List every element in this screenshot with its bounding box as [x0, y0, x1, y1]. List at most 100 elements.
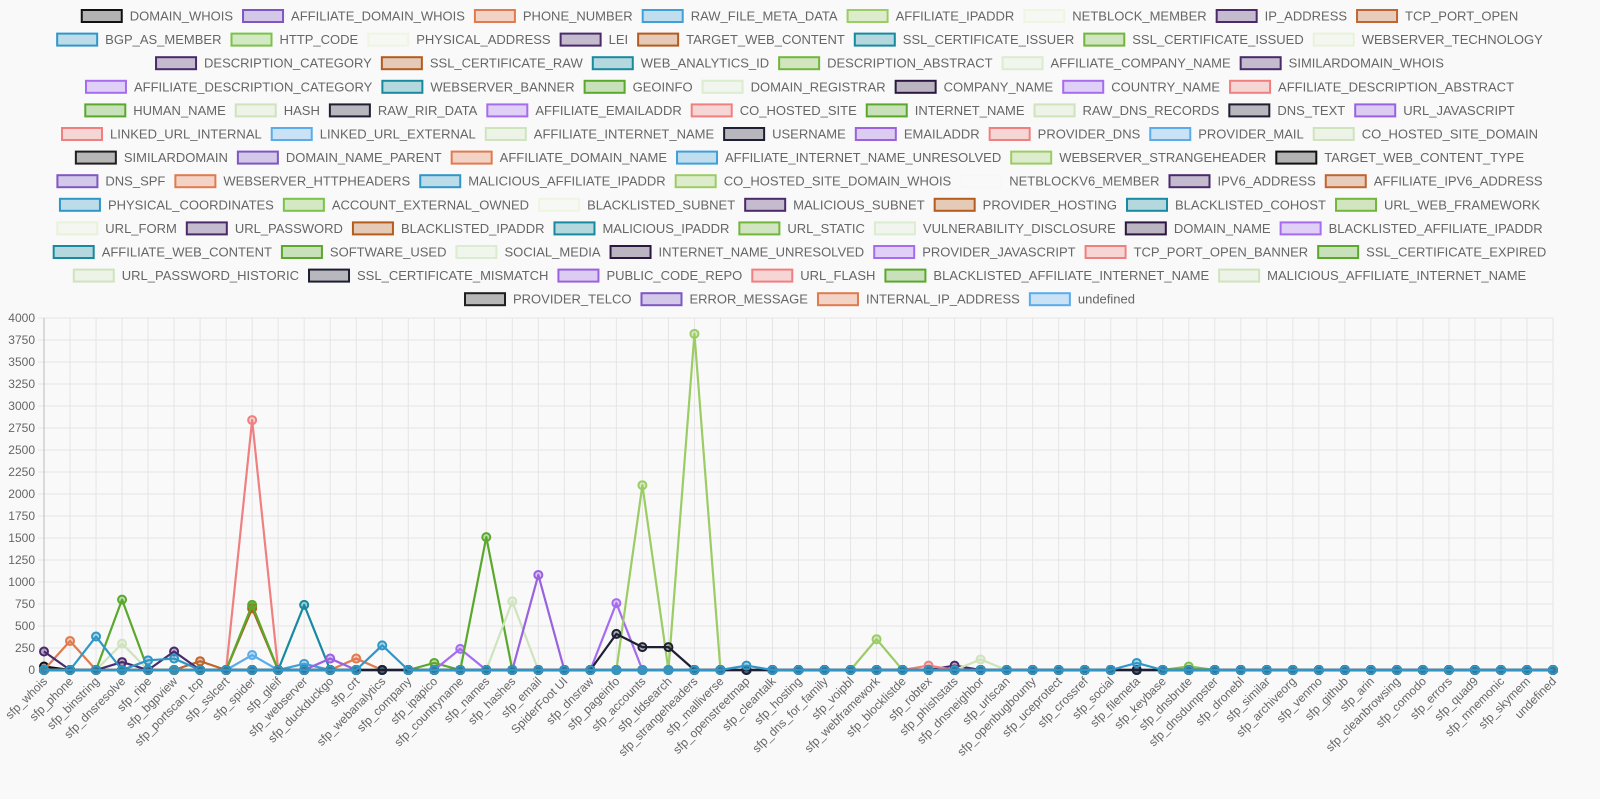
legend-item[interactable]: MALICIOUS_AFFILIATE_IPADDR: [419, 174, 666, 189]
legend-item[interactable]: NETBLOCK_MEMBER: [1023, 9, 1207, 24]
legend-item[interactable]: SSL_CERTIFICATE_EXPIRED: [1317, 245, 1546, 260]
legend-item[interactable]: TARGET_WEB_CONTENT: [637, 32, 845, 47]
legend-item[interactable]: MALICIOUS_SUBNET: [744, 197, 925, 212]
legend-item[interactable]: TARGET_WEB_CONTENT_TYPE: [1275, 150, 1524, 165]
legend-item[interactable]: URL_JAVASCRIPT: [1354, 103, 1515, 118]
legend-item[interactable]: PUBLIC_CODE_REPO: [557, 268, 742, 283]
data-point[interactable]: [117, 638, 128, 649]
legend-item[interactable]: WEBSERVER_BANNER: [381, 79, 575, 94]
legend-item[interactable]: undefined: [1028, 292, 1135, 307]
legend-item[interactable]: URL_FORM: [56, 221, 177, 236]
legend-item[interactable]: HUMAN_NAME: [84, 103, 226, 118]
legend-item[interactable]: LEI: [559, 32, 629, 47]
legend-item[interactable]: AFFILIATE_DOMAIN_WHOIS: [242, 9, 465, 24]
legend-item[interactable]: AFFILIATE_IPADDR: [846, 9, 1015, 24]
legend-item[interactable]: BLACKLISTED_SUBNET: [538, 197, 735, 212]
legend-item[interactable]: DOMAIN_WHOIS: [80, 9, 234, 24]
legend-item[interactable]: COMPANY_NAME: [894, 79, 1054, 94]
legend-item[interactable]: SSL_CERTIFICATE_MISMATCH: [308, 268, 548, 283]
legend-item[interactable]: PHONE_NUMBER: [473, 9, 633, 24]
legend-item[interactable]: DOMAIN_NAME_PARENT: [236, 150, 442, 165]
legend-item[interactable]: GEOINFO: [583, 79, 693, 94]
legend-item[interactable]: BLACKLISTED_COHOST: [1126, 197, 1326, 212]
legend-item[interactable]: LINKED_URL_INTERNAL: [61, 127, 262, 142]
legend-item[interactable]: WEB_ANALYTICS_ID: [591, 56, 769, 71]
legend-item[interactable]: HTTP_CODE: [230, 32, 359, 47]
legend-item[interactable]: CO_HOSTED_SITE_DOMAIN: [1312, 127, 1538, 142]
legend-item[interactable]: ACCOUNT_EXTERNAL_OWNED: [282, 197, 529, 212]
legend-item[interactable]: INTERNAL_IP_ADDRESS: [816, 292, 1020, 307]
legend-item[interactable]: DESCRIPTION_ABSTRACT: [778, 56, 993, 71]
legend-item[interactable]: PROVIDER_TELCO: [464, 292, 631, 307]
legend-item[interactable]: ERROR_MESSAGE: [640, 292, 808, 307]
legend-item[interactable]: BLACKLISTED_AFFILIATE_INTERNET_NAME: [884, 268, 1209, 283]
legend-item[interactable]: URL_STATIC: [738, 221, 865, 236]
legend-item[interactable]: VULNERABILITY_DISCLOSURE: [873, 221, 1116, 236]
legend-item[interactable]: CO_HOSTED_SITE_DOMAIN_WHOIS: [674, 174, 952, 189]
legend-item[interactable]: BLACKLISTED_IPADDR: [351, 221, 545, 236]
legend-item[interactable]: NETBLOCKV6_MEMBER: [960, 174, 1160, 189]
legend-item[interactable]: MALICIOUS_IPADDR: [553, 221, 729, 236]
legend-item[interactable]: PHYSICAL_ADDRESS: [367, 32, 551, 47]
legend-item[interactable]: WEBSERVER_HTTPHEADERS: [174, 174, 411, 189]
legend-item[interactable]: DNS_TEXT: [1228, 103, 1345, 118]
legend-item[interactable]: URL_FLASH: [751, 268, 875, 283]
legend-item[interactable]: BLACKLISTED_AFFILIATE_IPADDR: [1279, 221, 1543, 236]
legend-item[interactable]: INTERNET_NAME_UNRESOLVED: [609, 245, 865, 260]
legend-item[interactable]: SIMILARDOMAIN_WHOIS: [1239, 56, 1445, 71]
legend-item[interactable]: PROVIDER_HOSTING: [933, 197, 1117, 212]
legend-item[interactable]: HASH: [234, 103, 320, 118]
legend-item[interactable]: TCP_PORT_OPEN: [1356, 9, 1518, 24]
data-point[interactable]: [299, 599, 310, 610]
legend-item[interactable]: WEBSERVER_STRANGEHEADER: [1010, 150, 1266, 165]
legend-item[interactable]: URL_PASSWORD_HISTORIC: [72, 268, 299, 283]
legend-item[interactable]: RAW_FILE_META_DATA: [641, 9, 838, 24]
legend-item[interactable]: PROVIDER_DNS: [988, 127, 1141, 142]
legend-item[interactable]: DNS_SPF: [56, 174, 165, 189]
legend-item[interactable]: SSL_CERTIFICATE_ISSUER: [853, 32, 1074, 47]
legend-item[interactable]: TCP_PORT_OPEN_BANNER: [1084, 245, 1309, 260]
legend-item[interactable]: PHYSICAL_COORDINATES: [58, 197, 274, 212]
legend-item[interactable]: IP_ADDRESS: [1215, 9, 1348, 24]
legend-item[interactable]: COUNTRY_NAME: [1062, 79, 1220, 94]
legend-item[interactable]: DOMAIN_REGISTRAR: [701, 79, 886, 94]
legend-item[interactable]: LINKED_URL_EXTERNAL: [270, 127, 476, 142]
legend-item[interactable]: WEBSERVER_TECHNOLOGY: [1312, 32, 1543, 47]
legend-item[interactable]: SSL_CERTIFICATE_RAW: [380, 56, 584, 71]
legend-item[interactable]: AFFILIATE_IPV6_ADDRESS: [1324, 174, 1543, 189]
legend-item[interactable]: SOFTWARE_USED: [280, 245, 447, 260]
data-point[interactable]: [481, 532, 492, 543]
legend-item[interactable]: DESCRIPTION_CATEGORY: [155, 56, 372, 71]
legend-item[interactable]: AFFILIATE_EMAILADDR: [486, 103, 682, 118]
legend-item[interactable]: BGP_AS_MEMBER: [56, 32, 221, 47]
legend-item[interactable]: DOMAIN_NAME: [1124, 221, 1271, 236]
legend-item[interactable]: IPV6_ADDRESS: [1168, 174, 1317, 189]
legend-item[interactable]: AFFILIATE_INTERNET_NAME: [484, 127, 715, 142]
legend-item[interactable]: AFFILIATE_DESCRIPTION_ABSTRACT: [1229, 79, 1514, 94]
legend-item[interactable]: URL_WEB_FRAMEWORK: [1335, 197, 1540, 212]
legend-item[interactable]: AFFILIATE_INTERNET_NAME_UNRESOLVED: [676, 150, 1001, 165]
legend-item[interactable]: RAW_DNS_RECORDS: [1033, 103, 1220, 118]
legend-item[interactable]: MALICIOUS_AFFILIATE_INTERNET_NAME: [1218, 268, 1527, 283]
legend-item[interactable]: AFFILIATE_COMPANY_NAME: [1001, 56, 1231, 71]
legend-item[interactable]: USERNAME: [723, 127, 846, 142]
legend-item[interactable]: SOCIAL_MEDIA: [455, 245, 601, 260]
legend-item[interactable]: AFFILIATE_DOMAIN_NAME: [450, 150, 668, 165]
legend-item[interactable]: SIMILARDOMAIN: [74, 150, 228, 165]
data-point[interactable]: [247, 415, 258, 426]
legend-item[interactable]: AFFILIATE_WEB_CONTENT: [52, 245, 272, 260]
legend-item[interactable]: SSL_CERTIFICATE_ISSUED: [1083, 32, 1304, 47]
legend-item[interactable]: URL_PASSWORD: [185, 221, 343, 236]
data-point[interactable]: [195, 656, 206, 667]
legend-item[interactable]: CO_HOSTED_SITE: [690, 103, 857, 118]
data-point[interactable]: [247, 650, 258, 661]
data-point[interactable]: [117, 594, 128, 605]
legend-item[interactable]: AFFILIATE_DESCRIPTION_CATEGORY: [84, 79, 373, 94]
legend-item[interactable]: EMAILADDR: [854, 127, 980, 142]
data-point[interactable]: [65, 635, 76, 646]
data-point[interactable]: [507, 596, 518, 607]
legend-item[interactable]: PROVIDER_MAIL: [1149, 127, 1304, 142]
legend-item[interactable]: RAW_RIR_DATA: [328, 103, 478, 118]
legend-item[interactable]: INTERNET_NAME: [865, 103, 1025, 118]
legend-item[interactable]: PROVIDER_JAVASCRIPT: [873, 245, 1076, 260]
